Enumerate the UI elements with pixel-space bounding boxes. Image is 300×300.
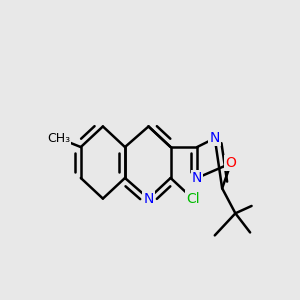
Text: Cl: Cl xyxy=(186,192,200,206)
Text: CH₃: CH₃ xyxy=(47,132,70,145)
Text: N: N xyxy=(192,171,202,185)
Text: N: N xyxy=(210,131,220,145)
Text: N: N xyxy=(143,192,154,206)
Text: O: O xyxy=(226,156,236,170)
